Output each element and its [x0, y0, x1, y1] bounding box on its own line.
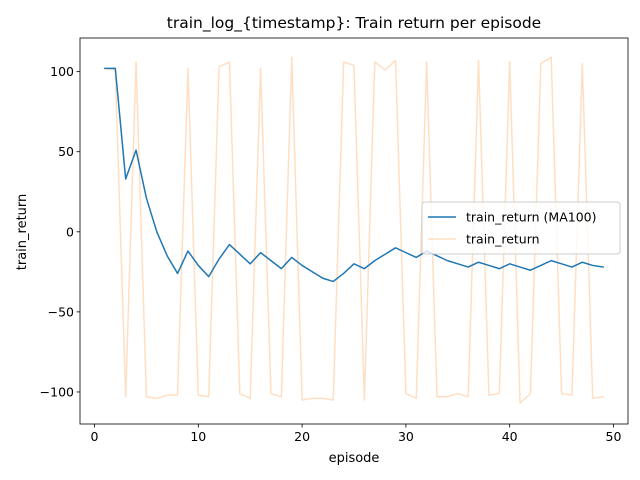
y-axis-title: train_return [15, 194, 30, 271]
y-tick-label: 100 [50, 64, 74, 79]
series-line-train-return-ma100 [104, 67, 604, 283]
x-tick-label: 40 [502, 429, 518, 444]
axes-frame [79, 37, 629, 425]
x-tick-label: 50 [606, 429, 622, 444]
x-axis-title: episode [329, 451, 380, 466]
x-tick-label: 20 [294, 429, 310, 444]
x-tick-label: 0 [91, 429, 99, 444]
x-tick-label: 10 [190, 429, 206, 444]
y-tick-label: 50 [58, 144, 74, 159]
plot-area: 0 10 20 30 40 50 −100 −50 0 50 100 [40, 37, 629, 444]
chart-title: train_log_{timestamp}: Train return per … [167, 14, 541, 33]
legend-box [421, 201, 621, 255]
legend-label: train_return [466, 232, 540, 247]
series-line-train-return [104, 56, 604, 404]
y-tick-label: 0 [66, 224, 74, 239]
y-tick-label: −50 [48, 304, 74, 319]
y-tick-label: −100 [40, 384, 74, 399]
legend: train_return (MA100) train_return [421, 201, 621, 255]
x-tick-label: 30 [398, 429, 414, 444]
legend-label: train_return (MA100) [466, 210, 597, 225]
